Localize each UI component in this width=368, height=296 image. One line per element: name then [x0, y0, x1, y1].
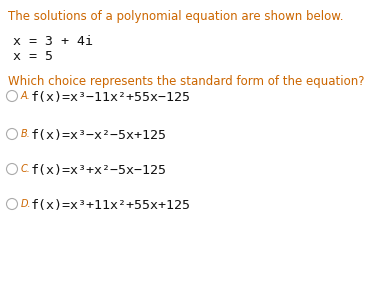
- Text: x = 3 + 4i: x = 3 + 4i: [13, 35, 93, 48]
- Text: Which choice represents the standard form of the equation?: Which choice represents the standard for…: [8, 75, 364, 88]
- Text: f(x)=x³−11x²+55x−125: f(x)=x³−11x²+55x−125: [31, 91, 191, 104]
- Text: D.: D.: [21, 199, 32, 209]
- Text: A.: A.: [21, 91, 31, 101]
- Text: f(x)=x³+11x²+55x+125: f(x)=x³+11x²+55x+125: [31, 199, 191, 212]
- Text: C.: C.: [21, 164, 31, 174]
- Text: f(x)=x³−x²−5x+125: f(x)=x³−x²−5x+125: [31, 129, 167, 142]
- Text: x = 5: x = 5: [13, 50, 53, 63]
- Text: The solutions of a polynomial equation are shown below.: The solutions of a polynomial equation a…: [8, 10, 343, 23]
- Text: f(x)=x³+x²−5x−125: f(x)=x³+x²−5x−125: [31, 164, 167, 177]
- Text: B.: B.: [21, 129, 31, 139]
